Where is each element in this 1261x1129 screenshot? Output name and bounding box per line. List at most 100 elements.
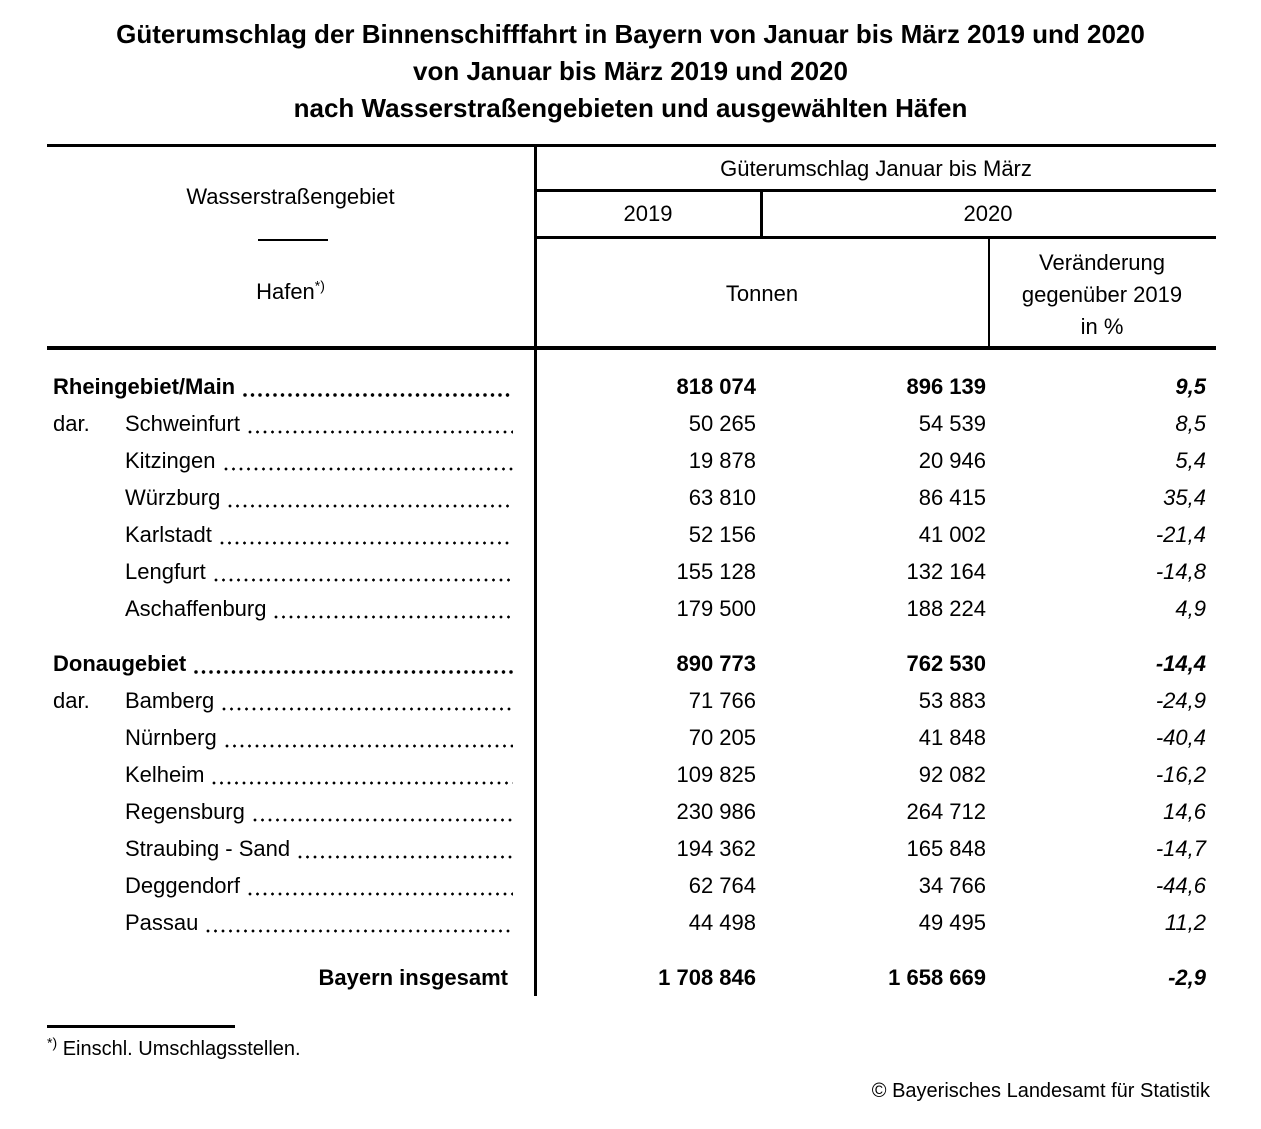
- row-label-cell: Kitzingen: [47, 442, 536, 479]
- footnote-mark: *): [314, 277, 325, 294]
- table-row: Bayern insgesamt 1 708 846 1 658 669 -2,9: [47, 959, 1216, 996]
- table-row: Würzburg 63 810 86 415 35,4: [47, 479, 1216, 516]
- table-row: Karlstadt 52 156 41 002 -21,4: [47, 516, 1216, 553]
- value-2019: 155 128: [676, 559, 756, 584]
- dot-leader: [298, 830, 513, 867]
- header-waterway-area: Wasserstraßengebiet: [186, 184, 395, 209]
- dot-leader: [274, 590, 513, 627]
- table-row: Donaugebiet 890 773 762 530 -14,4: [47, 645, 1216, 682]
- value-change-pct: 14,6: [1163, 799, 1206, 824]
- table-row: dar. Schweinfurt 50 265 54 539 8,5: [47, 405, 1216, 442]
- row-label-cell: dar. Bamberg: [47, 682, 536, 719]
- row-prefix: [53, 553, 125, 590]
- header-change-vs-2019: Veränderung gegenüber 2019 in %: [988, 247, 1216, 343]
- dot-leader: [247, 405, 514, 442]
- dot-leader: [228, 479, 513, 516]
- value-change-pct: -21,4: [1155, 522, 1206, 547]
- value-change-pct: 8,5: [1175, 411, 1206, 436]
- footnote: *) Einschl. Umschlagsstellen.: [47, 1034, 301, 1062]
- value-change-pct: -24,9: [1155, 688, 1206, 713]
- header-change-line-3: in %: [1080, 314, 1124, 339]
- row-label: Bamberg: [125, 688, 215, 713]
- table-row: Lengfurt 155 128 132 164 -14,8: [47, 553, 1216, 590]
- value-change-pct: 11,2: [1164, 910, 1206, 935]
- footnote-mark: *): [47, 1034, 58, 1051]
- row-label-cell: Kelheim: [47, 756, 536, 793]
- value-change-pct: -14,7: [1155, 836, 1206, 861]
- value-change-pct: 4,9: [1175, 596, 1206, 621]
- value-2019: 230 986: [676, 799, 756, 824]
- row-label-cell: Rheingebiet/Main: [47, 368, 536, 405]
- footnote-text: Einschl. Umschlagsstellen.: [62, 1038, 301, 1060]
- row-label-cell: Karlstadt: [47, 516, 536, 553]
- value-2019: 109 825: [676, 762, 756, 787]
- value-change-pct: -2,9: [1168, 965, 1206, 990]
- value-change-pct: -14,8: [1155, 559, 1206, 584]
- value-2019: 50 265: [688, 411, 756, 436]
- dot-leader: [222, 682, 513, 719]
- value-change-pct: -14,4: [1155, 651, 1206, 676]
- value-2020: 188 224: [906, 596, 986, 621]
- row-label: Schweinfurt: [125, 411, 240, 436]
- header-port: Hafen*): [256, 277, 325, 304]
- title-line-3: nach Wasserstraßengebieten und ausgewähl…: [293, 93, 968, 123]
- row-label: Rheingebiet/Main: [53, 374, 236, 399]
- row-prefix: [53, 830, 125, 867]
- row-label-cell: Straubing - Sand: [47, 830, 536, 867]
- row-prefix: [53, 590, 125, 627]
- value-2020: 34 766: [918, 873, 986, 898]
- dot-leader: [213, 553, 514, 590]
- row-label-cell: Würzburg: [47, 479, 536, 516]
- row-label: Nürnberg: [125, 725, 217, 750]
- value-2020: 1 658 669: [888, 965, 986, 990]
- row-prefix: [53, 793, 125, 830]
- copyright-notice: © Bayerisches Landesamt für Statistik: [871, 1080, 1210, 1102]
- value-2020: 86 415: [918, 485, 986, 510]
- row-label: Regensburg: [125, 799, 245, 824]
- dot-leader: [212, 756, 513, 793]
- value-2019: 890 773: [676, 651, 756, 676]
- row-label-cell: Lengfurt: [47, 553, 536, 590]
- row-label-cell: Nürnberg: [47, 719, 536, 756]
- table-top-rule: [47, 144, 1216, 147]
- value-2019: 179 500: [676, 596, 756, 621]
- row-prefix: [53, 719, 125, 756]
- row-label-cell: Deggendorf: [47, 867, 536, 904]
- page-title: Güterumschlag der Binnenschifffahrt in B…: [0, 16, 1261, 127]
- column-divider-years: [760, 189, 763, 239]
- row-label: Aschaffenburg: [125, 596, 267, 621]
- row-label: Karlstadt: [125, 522, 212, 547]
- row-label: Donaugebiet: [53, 651, 187, 676]
- row-label: Lengfurt: [125, 559, 206, 584]
- value-change-pct: 9,5: [1175, 374, 1206, 399]
- table-row: Kitzingen 19 878 20 946 5,4: [47, 442, 1216, 479]
- row-prefix: [53, 867, 125, 904]
- value-2020: 264 712: [906, 799, 986, 824]
- value-2019: 71 766: [688, 688, 756, 713]
- table-row: dar. Bamberg 71 766 53 883 -24,9: [47, 682, 1216, 719]
- value-2019: 52 156: [688, 522, 756, 547]
- row-label: Deggendorf: [125, 873, 240, 898]
- row-label-cell: Aschaffenburg: [47, 590, 536, 627]
- header-unit-tonnen: Tonnen: [725, 281, 799, 306]
- value-2020: 41 848: [918, 725, 986, 750]
- header-year-2020: 2020: [963, 201, 1013, 226]
- dot-leader: [243, 368, 513, 405]
- table-body: Rheingebiet/Main 818 074 896 139 9,5 dar. Sch…: [47, 350, 1216, 996]
- header-cargo-span: Güterumschlag Januar bis März: [720, 156, 1032, 181]
- footnote-rule: [47, 1025, 235, 1028]
- title-line-2: von Januar bis März 2019 und 2020: [413, 56, 848, 86]
- value-change-pct: 5,4: [1175, 448, 1206, 473]
- row-label-cell: Passau: [47, 904, 536, 941]
- header-change-line-1: Veränderung: [1039, 250, 1165, 275]
- row-label: Straubing - Sand: [125, 836, 291, 861]
- table-row: Nürnberg 70 205 41 848 -40,4: [47, 719, 1216, 756]
- row-prefix: [53, 442, 125, 479]
- row-label: Kelheim: [125, 762, 205, 787]
- table-row: Regensburg 230 986 264 712 14,6: [47, 793, 1216, 830]
- row-prefix: [53, 756, 125, 793]
- value-2019: 1 708 846: [658, 965, 756, 990]
- row-label-cell: Bayern insgesamt: [47, 959, 536, 996]
- dot-leader: [247, 867, 514, 904]
- title-line-1: Güterumschlag der Binnenschifffahrt in B…: [116, 19, 1145, 49]
